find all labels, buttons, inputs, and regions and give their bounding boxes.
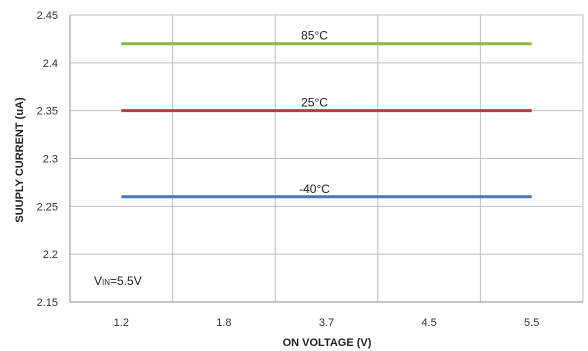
vin-annotation-suffix: =5.5V	[110, 274, 142, 288]
y-tick-label: 2.2	[43, 249, 58, 261]
vin-annotation: VIN=5.5V	[94, 274, 142, 288]
y-tick-label: 2.4	[43, 58, 58, 70]
x-tick-label: 1.2	[114, 317, 129, 329]
series-label: 25°C	[301, 96, 328, 110]
y-tick-label: 2.3	[43, 154, 58, 166]
series-layer	[121, 42, 532, 199]
series-label: -40°C	[299, 182, 330, 196]
x-tick-label: 4.5	[421, 317, 436, 329]
y-tick-label: 2.25	[37, 201, 58, 213]
y-tick-label: 2.45	[37, 10, 58, 22]
x-tick-label: 3.7	[319, 317, 334, 329]
vin-annotation-prefix: V	[94, 274, 102, 288]
y-tick-label: 2.35	[37, 106, 58, 118]
x-axis-title: ON VOLTAGE (V)	[283, 337, 372, 349]
series-label: 85°C	[301, 29, 328, 43]
x-tick-label: 1.8	[216, 317, 231, 329]
x-tick-label: 5.5	[524, 317, 539, 329]
y-axis-title: SUUPLY CURRENT (uA)	[14, 97, 26, 223]
y-tick-label: 2.15	[37, 297, 58, 309]
label-layer: 2.15 2.2 2.25 2.3 2.35 2.4 2.45 1.2 1.8 3.7 4.5 5.5…	[37, 10, 540, 329]
vin-annotation-subscript: IN	[102, 278, 110, 287]
grid-layer	[69, 14, 584, 303]
